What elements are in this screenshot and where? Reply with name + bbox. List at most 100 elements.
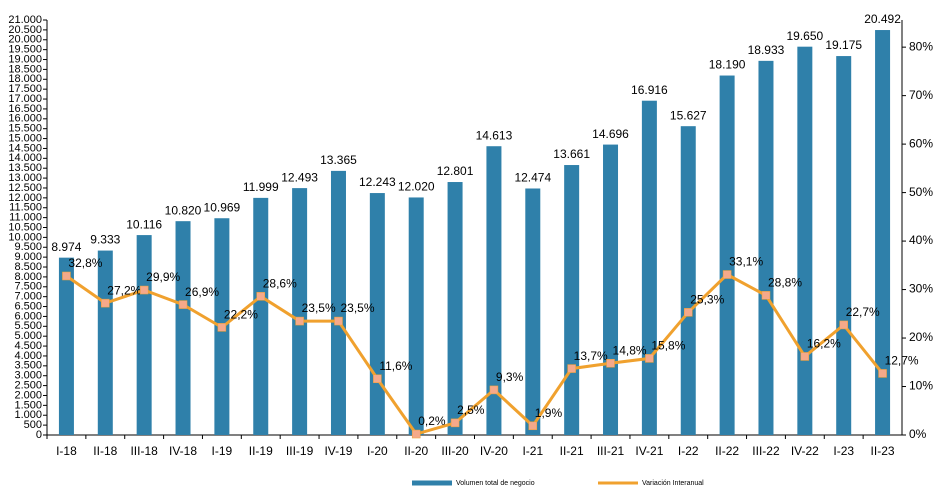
line-marker: [450, 418, 460, 428]
line-marker: [878, 369, 887, 378]
y-tick-label: 2.500: [14, 380, 42, 392]
x-tick-label: I-23: [833, 444, 854, 458]
bar: [97, 250, 113, 435]
y2-tick-label: 50%: [909, 185, 933, 199]
y-tick-label: 8.500: [14, 261, 42, 273]
line-marker: [489, 385, 499, 395]
bar: [719, 75, 735, 436]
y2-tick-label: 10%: [909, 379, 933, 393]
y-tick-label: 17.000: [8, 93, 42, 105]
line-marker: [567, 364, 576, 373]
y-tick-label: 12.500: [8, 182, 42, 194]
bar-label: 13.661: [553, 147, 590, 161]
y-tick-label: 5.000: [14, 330, 42, 342]
x-tick-label: II-21: [560, 444, 584, 458]
y-tick-label: 9.000: [14, 251, 42, 263]
line-marker: [528, 421, 538, 431]
line-marker: [101, 298, 110, 308]
line-label: 16,2%: [807, 337, 841, 351]
y-tick-label: 8.000: [14, 271, 42, 283]
bar-label: 16.916: [631, 83, 668, 97]
bar: [525, 188, 541, 435]
line-label: 0,2%: [418, 414, 446, 428]
legend-label: Volumen total de negocio: [456, 480, 535, 487]
bar-label: 10.969: [204, 200, 241, 214]
line-marker: [373, 374, 382, 384]
line-label: 2,5%: [457, 403, 485, 417]
bar: [447, 182, 463, 435]
bar-label: 14.696: [592, 127, 629, 141]
y-tick-label: 7.000: [14, 291, 42, 303]
bar: [836, 56, 852, 435]
y-tick-label: 16.000: [8, 113, 42, 125]
line-label: 9,3%: [496, 370, 524, 384]
bar-label: 12.243: [359, 175, 396, 189]
x-tick-label: III-21: [597, 444, 625, 458]
x-tick-label: II-23: [871, 444, 895, 458]
line-label: 12,7%: [885, 354, 919, 368]
y-tick-label: 14.000: [8, 152, 42, 164]
line-marker: [62, 271, 71, 281]
bar-label: 12.801: [437, 164, 474, 178]
line-marker: [178, 300, 188, 309]
line-label: 15,8%: [651, 339, 685, 353]
line-label: 13,7%: [574, 349, 608, 363]
line-marker: [839, 320, 848, 330]
x-tick-label: III-18: [130, 444, 158, 458]
bar-label: 10.116: [126, 217, 162, 231]
bar: [641, 100, 657, 436]
y2-tick-label: 0%: [909, 427, 927, 441]
bar-label: 15.627: [670, 108, 707, 122]
bar: [58, 257, 74, 435]
bar: [875, 30, 891, 435]
x-tick-label: III-19: [286, 444, 314, 458]
line-marker: [217, 323, 227, 332]
bar: [292, 188, 308, 435]
y-tick-label: 11.000: [9, 212, 42, 224]
y-tick-label: 5.500: [14, 320, 42, 332]
y2-tick-label: 70%: [909, 88, 933, 102]
line-label: 27,2%: [107, 283, 141, 297]
x-tick-label: IV-20: [480, 444, 508, 458]
bar-label: 10.820: [165, 203, 202, 217]
bar: [680, 126, 696, 435]
bar: [486, 146, 502, 435]
x-tick-label: I-18: [56, 444, 77, 458]
bar: [330, 170, 346, 435]
x-tick-label: II-18: [93, 444, 117, 458]
bar: [564, 165, 580, 435]
bar-label: 12.474: [514, 171, 551, 185]
bar: [758, 60, 774, 435]
bar-label: 12.493: [281, 170, 318, 184]
bar: [797, 46, 813, 436]
line-marker: [295, 316, 304, 326]
y2-tick-label: 20%: [909, 330, 933, 344]
x-tick-label: IV-22: [791, 444, 819, 458]
line-marker: [411, 429, 421, 439]
y-tick-label: 10.000: [8, 231, 42, 243]
line-label: 28,8%: [768, 276, 802, 290]
x-tick-label: II-19: [249, 444, 273, 458]
y-tick-label: 7.500: [14, 281, 42, 293]
bar-label: 19.175: [825, 38, 862, 52]
bar-label: 14.613: [476, 128, 513, 142]
bar-label: 18.933: [748, 43, 785, 57]
line-marker: [761, 291, 771, 300]
bar: [175, 221, 191, 435]
line-label: 11,6%: [379, 359, 412, 373]
line-marker: [800, 352, 810, 361]
y2-tick-label: 40%: [909, 233, 933, 247]
x-tick-label: I-20: [367, 444, 388, 458]
x-tick-label: III-22: [752, 444, 780, 458]
legend-label: Variación Interanual: [642, 480, 704, 487]
y-tick-label: 500: [24, 419, 42, 431]
y-tick-label: 6.000: [14, 310, 42, 322]
y-tick-label: 15.500: [8, 123, 42, 135]
y-tick-label: 9.500: [14, 241, 42, 253]
bar-label: 11.999: [243, 180, 279, 194]
line-label: 22,2%: [224, 308, 258, 322]
y-tick-label: 20.000: [8, 34, 42, 46]
y-tick-label: 1.000: [14, 409, 42, 421]
x-tick-label: I-21: [522, 444, 543, 458]
